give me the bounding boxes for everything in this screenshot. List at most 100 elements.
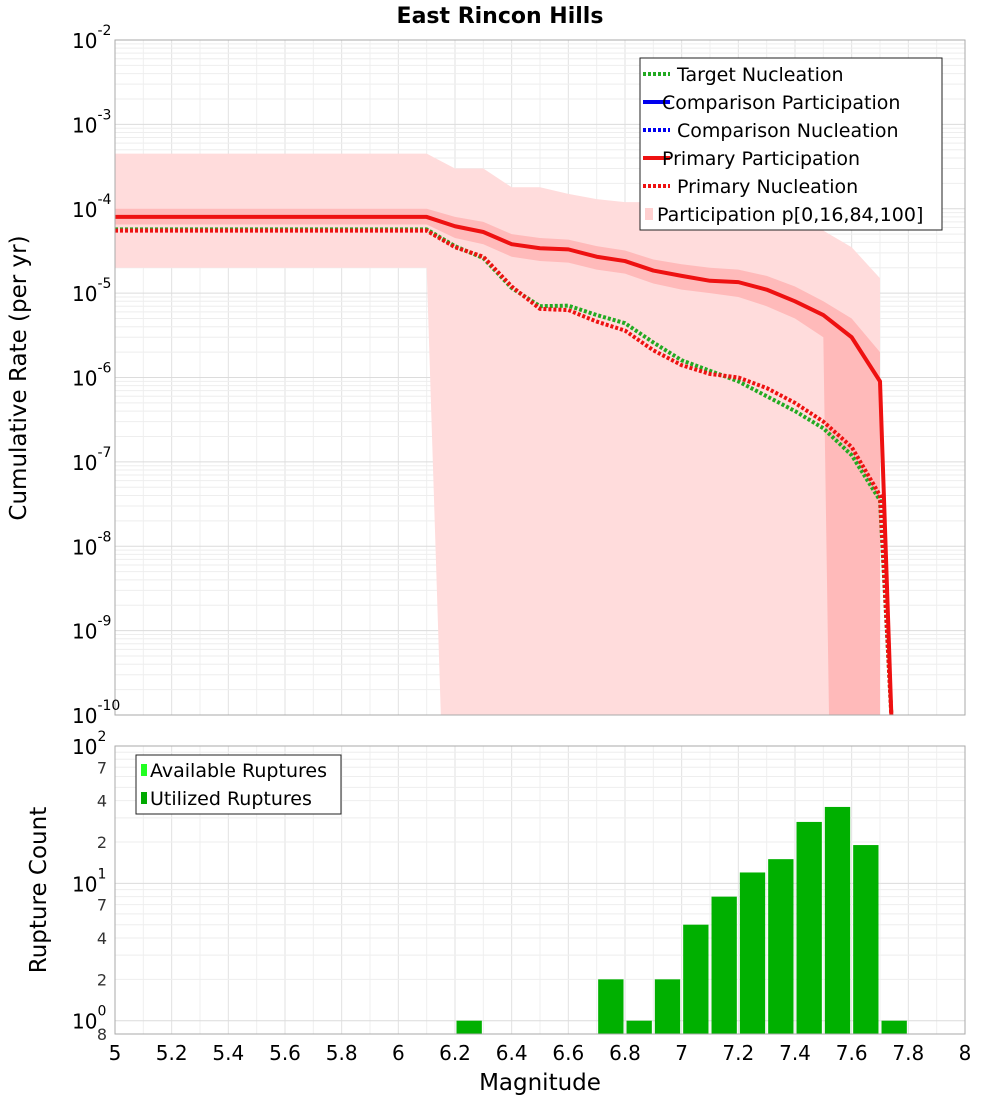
y-tick-exponent: -3: [97, 107, 111, 123]
legend-swatch: [141, 764, 147, 776]
rate-panel: 10-210-310-410-510-610-710-810-910-10 Cu…: [6, 23, 966, 728]
legend-label: Comparison Nucleation: [677, 120, 899, 142]
bar: [881, 1020, 907, 1034]
y-tick-label: 10-7: [72, 445, 111, 475]
y-tick-label: 102: [72, 729, 106, 759]
legend-label: Comparison Participation: [662, 92, 900, 114]
x-tick-label: 7.4: [779, 1041, 811, 1065]
bar: [626, 1020, 652, 1034]
bar: [796, 821, 822, 1034]
band-p0-p100: [115, 153, 880, 715]
bar: [853, 845, 879, 1034]
y-tick-label: 100: [72, 1004, 106, 1034]
x-tick-label: 5.4: [212, 1041, 244, 1065]
bar: [739, 872, 766, 1034]
series-primary-nucleation: [115, 228, 894, 716]
bar: [683, 924, 709, 1034]
x-tick-label: 7.2: [722, 1041, 754, 1065]
y-tick-label: 10-9: [72, 614, 111, 644]
series-primary-participation: [115, 214, 894, 716]
y-tick-exponent: -9: [97, 614, 111, 630]
count-y-axis-label: Rupture Count: [26, 807, 52, 973]
bar: [456, 1020, 482, 1034]
y-tick-exponent: -8: [97, 529, 111, 545]
x-tick-label: 7.6: [836, 1041, 868, 1065]
chart-title: East Rincon Hills: [397, 4, 604, 29]
rate-y-axis-label: Cumulative Rate (per yr): [6, 235, 32, 520]
legend-label: Target Nucleation: [676, 64, 844, 86]
rate-series: [115, 214, 894, 716]
y-tick-label: 10-10: [72, 698, 120, 728]
y-tick-base: 10: [72, 735, 97, 759]
count-bars: [456, 806, 907, 1034]
y-tick-exponent: 1: [97, 866, 106, 882]
legend-label: Primary Participation: [662, 148, 860, 170]
y-minor-tick-label: 4: [97, 792, 107, 811]
x-tick-label: 7.8: [892, 1041, 924, 1065]
y-tick-base: 10: [72, 704, 97, 728]
participation-bands: [115, 153, 880, 715]
y-tick-base: 10: [72, 198, 97, 222]
y-tick-base: 10: [72, 535, 97, 559]
legend-swatch: [645, 208, 653, 220]
y-tick-base: 10: [72, 367, 97, 391]
y-tick-base: 10: [72, 113, 97, 137]
count-grid: [114, 746, 966, 1034]
legend-label: Primary Nucleation: [677, 176, 858, 198]
bar: [824, 806, 851, 1034]
count-plot-frame: [114, 745, 966, 1035]
y-tick-base: 10: [72, 1010, 97, 1034]
y-tick-label: 10-3: [72, 107, 111, 137]
legend-swatch: [141, 792, 147, 804]
y-tick-exponent: -4: [97, 192, 111, 208]
legend-label: Utilized Ruptures: [150, 788, 312, 810]
legend-label: Available Ruptures: [150, 760, 327, 782]
x-tick-label: 6.2: [439, 1041, 471, 1065]
y-tick-exponent: 0: [97, 1004, 106, 1020]
rate-y-ticks: 10-210-310-410-510-610-710-810-910-10: [72, 23, 120, 728]
x-tick-label: 6.8: [609, 1041, 641, 1065]
y-tick-label: 10-2: [72, 23, 111, 53]
bar: [598, 979, 624, 1034]
count-legend: Available Ruptures Utilized Ruptures: [135, 754, 342, 815]
y-minor-tick-label: 7: [97, 896, 107, 915]
y-minor-tick-label: 4: [97, 929, 107, 948]
y-minor-tick-label: 7: [97, 758, 107, 777]
x-tick-label: 6: [392, 1041, 405, 1065]
x-tick-label: 8: [959, 1041, 972, 1065]
y-minor-tick-label: 2: [97, 970, 107, 989]
bar: [711, 896, 737, 1034]
y-tick-label: 10-6: [72, 361, 112, 391]
x-tick-label: 6.4: [496, 1041, 528, 1065]
x-tick-label: 5.2: [156, 1041, 188, 1065]
x-tick-label: 7: [675, 1041, 688, 1065]
x-tick-label: 5: [109, 1041, 122, 1065]
y-tick-exponent: -2: [97, 23, 111, 39]
y-tick-label: 101: [72, 866, 106, 896]
y-tick-base: 10: [72, 451, 97, 475]
legend-box: [639, 57, 943, 231]
y-minor-tick-label: 8: [97, 1025, 107, 1044]
bar: [768, 859, 794, 1034]
y-tick-base: 10: [72, 282, 97, 306]
y-tick-label: 10-4: [72, 192, 112, 222]
legend-label: Participation p[0,16,84,100]: [657, 204, 923, 226]
y-tick-base: 10: [72, 872, 97, 896]
y-tick-label: 10-5: [72, 276, 111, 306]
y-tick-label: 10-8: [72, 529, 111, 559]
y-tick-base: 10: [72, 29, 97, 53]
y-tick-exponent: -6: [97, 361, 111, 377]
y-tick-exponent: -5: [97, 276, 111, 292]
count-x-ticks: 5 5.2 5.4 5.6 5.8 6 6.2 6.4 6.6 6.8 7 7.2 7.4 7.6 7.8 8: [109, 1041, 972, 1065]
rate-legend: Target Nucleation Comparison Participatio…: [639, 57, 943, 231]
x-tick-label: 6.6: [552, 1041, 584, 1065]
x-tick-label: 5.6: [269, 1041, 301, 1065]
legend-box: [135, 754, 342, 815]
y-minor-tick-label: 2: [97, 833, 107, 852]
x-tick-label: 5.8: [326, 1041, 358, 1065]
y-tick-base: 10: [72, 620, 97, 644]
x-axis-label: Magnitude: [479, 1070, 601, 1096]
